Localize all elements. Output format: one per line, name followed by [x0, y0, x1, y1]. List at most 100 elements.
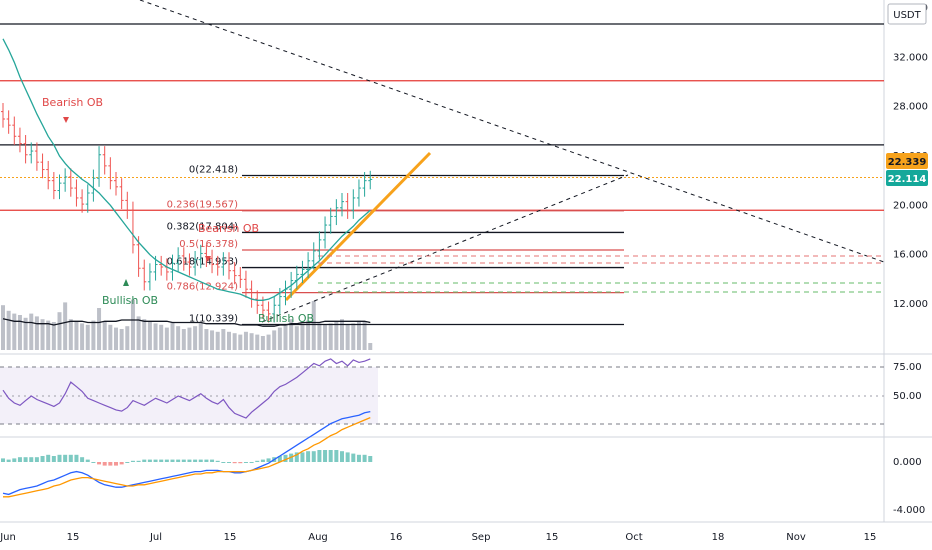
- volume-bar: [74, 322, 79, 350]
- volume-bar: [255, 334, 260, 350]
- macd-axis: 0.000 -4.000: [893, 457, 925, 516]
- macd-histogram-bar: [147, 459, 152, 462]
- volume-bar: [238, 334, 243, 350]
- time-axis-tick: 15: [67, 532, 80, 543]
- price-tag-box: [886, 153, 928, 169]
- macd-histogram-bar: [221, 462, 226, 463]
- macd-histogram-bar: [266, 458, 271, 462]
- volume-bar: [102, 322, 107, 350]
- volume-bar: [334, 322, 339, 350]
- fibonacci-retracement: 0(22.418) 0.236(19.567) 0.382(17.804) 0.5(1…: [0, 165, 884, 326]
- volume-bar: [57, 312, 62, 350]
- volume-bar: [34, 316, 39, 350]
- macd-axis-tick: -4.000: [893, 505, 925, 516]
- rsi-line: [2, 358, 371, 419]
- volume-bar: [17, 315, 22, 350]
- time-axis[interactable]: Jun 15 Jul 15 Aug 16 Sep 15 Oct 18 Nov 15: [0, 532, 876, 543]
- macd-histogram-bar: [340, 451, 344, 462]
- descending-trendline[interactable]: [139, 0, 885, 263]
- macd-histogram-bar: [334, 450, 339, 462]
- macd-histogram-bar: [40, 456, 45, 462]
- macd-histogram-bar: [136, 460, 141, 462]
- macd-histogram-bar: [181, 459, 186, 462]
- volume-bar: [289, 319, 294, 350]
- volume-bar: [260, 336, 265, 350]
- macd-histogram-bar: [119, 462, 124, 465]
- price-candles: [1, 102, 373, 323]
- price-tag-label: 22.114: [888, 174, 927, 185]
- time-axis-tick: 16: [390, 532, 403, 543]
- macd-histogram-bar: [142, 459, 147, 462]
- macd-histogram-bar: [283, 454, 288, 462]
- macd-histogram-bar: [176, 459, 181, 462]
- volume-bar: [153, 323, 158, 350]
- macd-histogram-bar: [187, 459, 192, 462]
- macd-histogram-bar: [46, 454, 51, 462]
- volume-bar: [266, 334, 271, 350]
- macd-histogram-bar: [85, 459, 90, 462]
- price-axis-tick: 32.000: [893, 52, 928, 63]
- volume-bar: [40, 319, 45, 350]
- volume-bar: [306, 320, 311, 350]
- volume-bar: [46, 320, 51, 350]
- bearish-ob-label-2: Bearish OB: [198, 222, 259, 235]
- volume-bar: [317, 323, 322, 350]
- rsi-axis-tick: 50.00: [893, 391, 922, 402]
- macd-histogram-bar: [311, 451, 316, 462]
- volume-bar: [187, 327, 192, 350]
- price-tag-label: 22.339: [888, 157, 927, 168]
- rsi-axis-tick: 75.00: [893, 362, 922, 373]
- orange-trend-ray[interactable]: [284, 151, 432, 302]
- macd-histogram-bar: [294, 452, 299, 462]
- macd-histogram-bar: [102, 462, 107, 466]
- bullish-ob-label-1: Bullish OB: [102, 294, 158, 307]
- volume-bar: [114, 327, 118, 350]
- ema-fast-line: [2, 38, 371, 301]
- bullish-ob-label-2: Bullish OB: [258, 312, 314, 325]
- macd-histogram-bar: [306, 451, 311, 462]
- macd-histogram-bar: [29, 457, 34, 462]
- volume-bar: [136, 316, 141, 350]
- macd-signal-line: [3, 417, 371, 498]
- volume-bar: [85, 324, 90, 350]
- macd-histogram-bar: [108, 462, 113, 466]
- volume-bar: [272, 330, 277, 350]
- volume-bar: [227, 331, 231, 350]
- macd-histogram-bar: [351, 453, 356, 462]
- bearish-ob-label-1: Bearish OB: [42, 96, 103, 109]
- macd-histogram-bar: [34, 457, 39, 462]
- volume-bar: [108, 324, 113, 350]
- time-axis-tick: Aug: [308, 532, 328, 543]
- macd-histogram-bar: [68, 454, 73, 462]
- volume-bar: [193, 326, 198, 350]
- macd-histogram-bar: [74, 454, 79, 462]
- rsi-band: [0, 367, 378, 424]
- macd-histogram-bar: [204, 459, 209, 462]
- currency-box[interactable]: [887, 3, 927, 25]
- time-axis-tick: 15: [224, 532, 237, 543]
- volume-bar: [311, 301, 316, 350]
- macd-histogram-bar: [130, 460, 135, 462]
- macd-histogram-bar: [1, 458, 5, 462]
- macd-histogram-bar: [232, 462, 237, 464]
- bullish-arrow-icon: [123, 279, 129, 286]
- volume-bar: [368, 343, 373, 350]
- macd-histogram-bar: [277, 456, 282, 462]
- bearish-arrow-icon: [63, 117, 69, 123]
- macd-histogram-bar: [57, 454, 62, 462]
- macd-histogram-bar: [63, 454, 68, 462]
- volume-bar: [80, 323, 85, 350]
- fib-level-label: 0.382(17.804): [167, 221, 239, 232]
- macd-histogram-bar: [356, 454, 361, 462]
- volume-bar: [323, 324, 328, 350]
- fib-level-label: 0(22.418): [189, 165, 238, 176]
- ascending-trendline[interactable]: [261, 174, 629, 323]
- volume-bar: [119, 329, 124, 350]
- volume-bar: [283, 324, 288, 350]
- macd-histogram-bar: [215, 460, 220, 462]
- rsi-axis: 75.00 50.00: [893, 362, 922, 402]
- macd-histogram-bar: [80, 457, 85, 462]
- volume-bar: [345, 324, 350, 350]
- currency-label: USDT: [893, 10, 921, 21]
